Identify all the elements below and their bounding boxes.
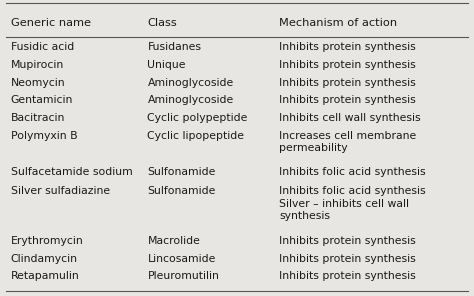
Text: Inhibits protein synthesis: Inhibits protein synthesis — [279, 254, 416, 263]
Text: Silver sulfadiazine: Silver sulfadiazine — [11, 186, 110, 196]
Text: Neomycin: Neomycin — [11, 78, 65, 88]
Text: Increases cell membrane
permeability: Increases cell membrane permeability — [279, 131, 417, 153]
Text: Inhibits cell wall synthesis: Inhibits cell wall synthesis — [279, 113, 421, 123]
Text: Polymyxin B: Polymyxin B — [11, 131, 77, 141]
Text: Retapamulin: Retapamulin — [11, 271, 80, 281]
Text: Inhibits protein synthesis: Inhibits protein synthesis — [279, 60, 416, 70]
Text: Aminoglycoside: Aminoglycoside — [147, 95, 234, 105]
Text: Fusidic acid: Fusidic acid — [11, 42, 74, 52]
Text: Fusidanes: Fusidanes — [147, 42, 201, 52]
Text: Gentamicin: Gentamicin — [11, 95, 73, 105]
Text: Sulfonamide: Sulfonamide — [147, 167, 216, 177]
Text: Inhibits protein synthesis: Inhibits protein synthesis — [279, 236, 416, 246]
Text: Inhibits protein synthesis: Inhibits protein synthesis — [279, 78, 416, 88]
Text: Erythromycin: Erythromycin — [11, 236, 83, 246]
Text: Cyclic polypeptide: Cyclic polypeptide — [147, 113, 248, 123]
Text: Unique: Unique — [147, 60, 186, 70]
Text: Mupirocin: Mupirocin — [11, 60, 64, 70]
Text: Macrolide: Macrolide — [147, 236, 201, 246]
Text: Class: Class — [147, 18, 177, 28]
Text: Clindamycin: Clindamycin — [11, 254, 78, 263]
Text: Sulfacetamide sodium: Sulfacetamide sodium — [11, 167, 133, 177]
Text: Lincosamide: Lincosamide — [147, 254, 216, 263]
Text: Aminoglycoside: Aminoglycoside — [147, 78, 234, 88]
Text: Inhibits protein synthesis: Inhibits protein synthesis — [279, 95, 416, 105]
Text: Mechanism of action: Mechanism of action — [279, 18, 398, 28]
Text: Inhibits folic acid synthesis
Silver – inhibits cell wall
synthesis: Inhibits folic acid synthesis Silver – i… — [279, 186, 426, 221]
Text: Inhibits protein synthesis: Inhibits protein synthesis — [279, 42, 416, 52]
Text: Sulfonamide: Sulfonamide — [147, 186, 216, 196]
Text: Pleuromutilin: Pleuromutilin — [147, 271, 219, 281]
Text: Cyclic lipopeptide: Cyclic lipopeptide — [147, 131, 245, 141]
Text: Inhibits protein synthesis: Inhibits protein synthesis — [279, 271, 416, 281]
Text: Bacitracin: Bacitracin — [11, 113, 65, 123]
Text: Generic name: Generic name — [11, 18, 91, 28]
Text: Inhibits folic acid synthesis: Inhibits folic acid synthesis — [279, 167, 426, 177]
